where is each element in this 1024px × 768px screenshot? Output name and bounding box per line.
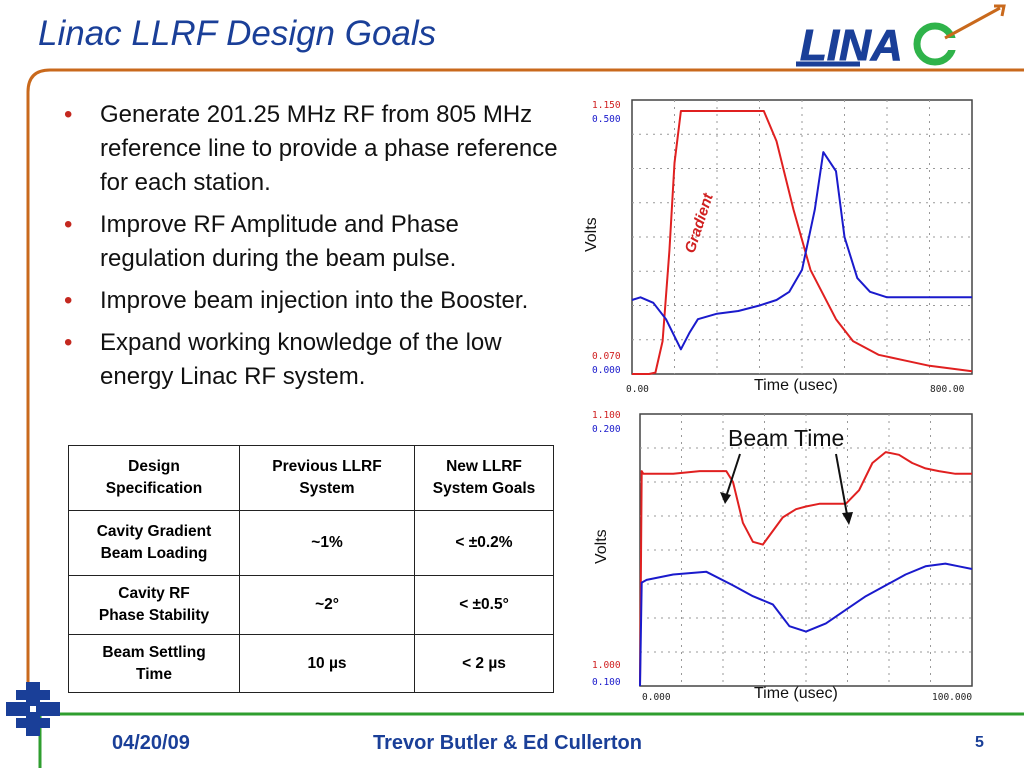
spec-cell: Beam Settling Time [68, 634, 240, 693]
x-axis-label: Time (usec) [754, 377, 838, 394]
bullet-item: Improve beam injection into the Booster. [58, 284, 558, 318]
header-design-spec: Design Specification [68, 445, 240, 511]
x-tick-end: 100.000 [932, 692, 972, 703]
bullet-item: Improve RF Amplitude and Phase regulatio… [58, 208, 558, 276]
goal-cell: < ±0.5° [414, 575, 554, 635]
bullet-list: Generate 201.25 MHz RF from 805 MHz refe… [58, 98, 558, 402]
header-previous-system: Previous LLRF System [239, 445, 415, 511]
trace-line-1 [631, 151, 972, 351]
spec-cell: Cavity RF Phase Stability [68, 575, 240, 635]
y-top-label-2: 0.200 [592, 424, 621, 435]
y-top-label-1: 1.150 [592, 100, 621, 111]
spec-cell: Cavity Gradient Beam Loading [68, 510, 240, 576]
plot-area [639, 413, 973, 687]
table-row: Beam Settling Time 10 µs < 2 µs [68, 634, 554, 693]
series-group [631, 110, 973, 375]
trace-line-0 [639, 451, 972, 687]
previous-cell: ~2° [239, 575, 415, 635]
page-number: 5 [975, 734, 984, 751]
y-top-label-2: 0.500 [592, 114, 621, 125]
y-bottom-label-1: 0.070 [592, 351, 621, 362]
footer-authors: Trevor Butler & Ed Cullerton [373, 732, 642, 754]
y-top-label-1: 1.100 [592, 410, 621, 421]
slide-title: Linac LLRF Design Goals [38, 14, 437, 53]
goal-cell: < ±0.2% [414, 510, 554, 576]
previous-cell: 10 µs [239, 634, 415, 693]
fermilab-logo-icon [6, 682, 60, 736]
bullet-item: Expand working knowledge of the low ener… [58, 326, 558, 394]
table-header-row: Design Specification Previous LLRF System … [68, 445, 554, 511]
footer-date: 04/20/09 [112, 732, 190, 754]
beam-time-scope-chart: 1.100 0.200 1.000 0.100 0.000 100.000 Ti… [592, 410, 973, 703]
goal-cell: < 2 µs [414, 634, 554, 693]
x-tick-end: 800.00 [930, 384, 965, 395]
trace-line-1 [639, 562, 973, 687]
y-bottom-label-2: 0.000 [592, 365, 621, 376]
previous-cell: ~1% [239, 510, 415, 576]
gradient-scope-chart: 1.150 0.500 0.070 0.000 0.00 800.00 Time… [583, 99, 973, 395]
y-bottom-label-2: 0.100 [592, 677, 621, 688]
x-tick-start: 0.00 [626, 384, 649, 395]
table-row: Cavity RF Phase Stability ~2° < ±0.5° [68, 575, 554, 635]
beam-time-annotation: Beam Time [728, 425, 844, 451]
bullet-item: Generate 201.25 MHz RF from 805 MHz refe… [58, 98, 558, 200]
y-axis-label: Volts [593, 529, 610, 564]
table-row: Cavity Gradient Beam Loading ~1% < ±0.2% [68, 510, 554, 576]
header-new-goals: New LLRF System Goals [414, 445, 554, 511]
svg-text:LINA: LINA [800, 21, 903, 70]
y-bottom-label-1: 1.000 [592, 660, 621, 671]
trace-line-0 [632, 110, 973, 375]
x-tick-start: 0.000 [642, 692, 671, 703]
design-goals-table: Design Specification Previous LLRF System … [68, 445, 554, 693]
x-axis-label: Time (usec) [754, 685, 838, 702]
y-axis-label: Volts [583, 217, 600, 252]
beam-time-arrows [720, 453, 853, 525]
series-group [639, 451, 973, 687]
linac-logo: LINA [796, 4, 1006, 71]
